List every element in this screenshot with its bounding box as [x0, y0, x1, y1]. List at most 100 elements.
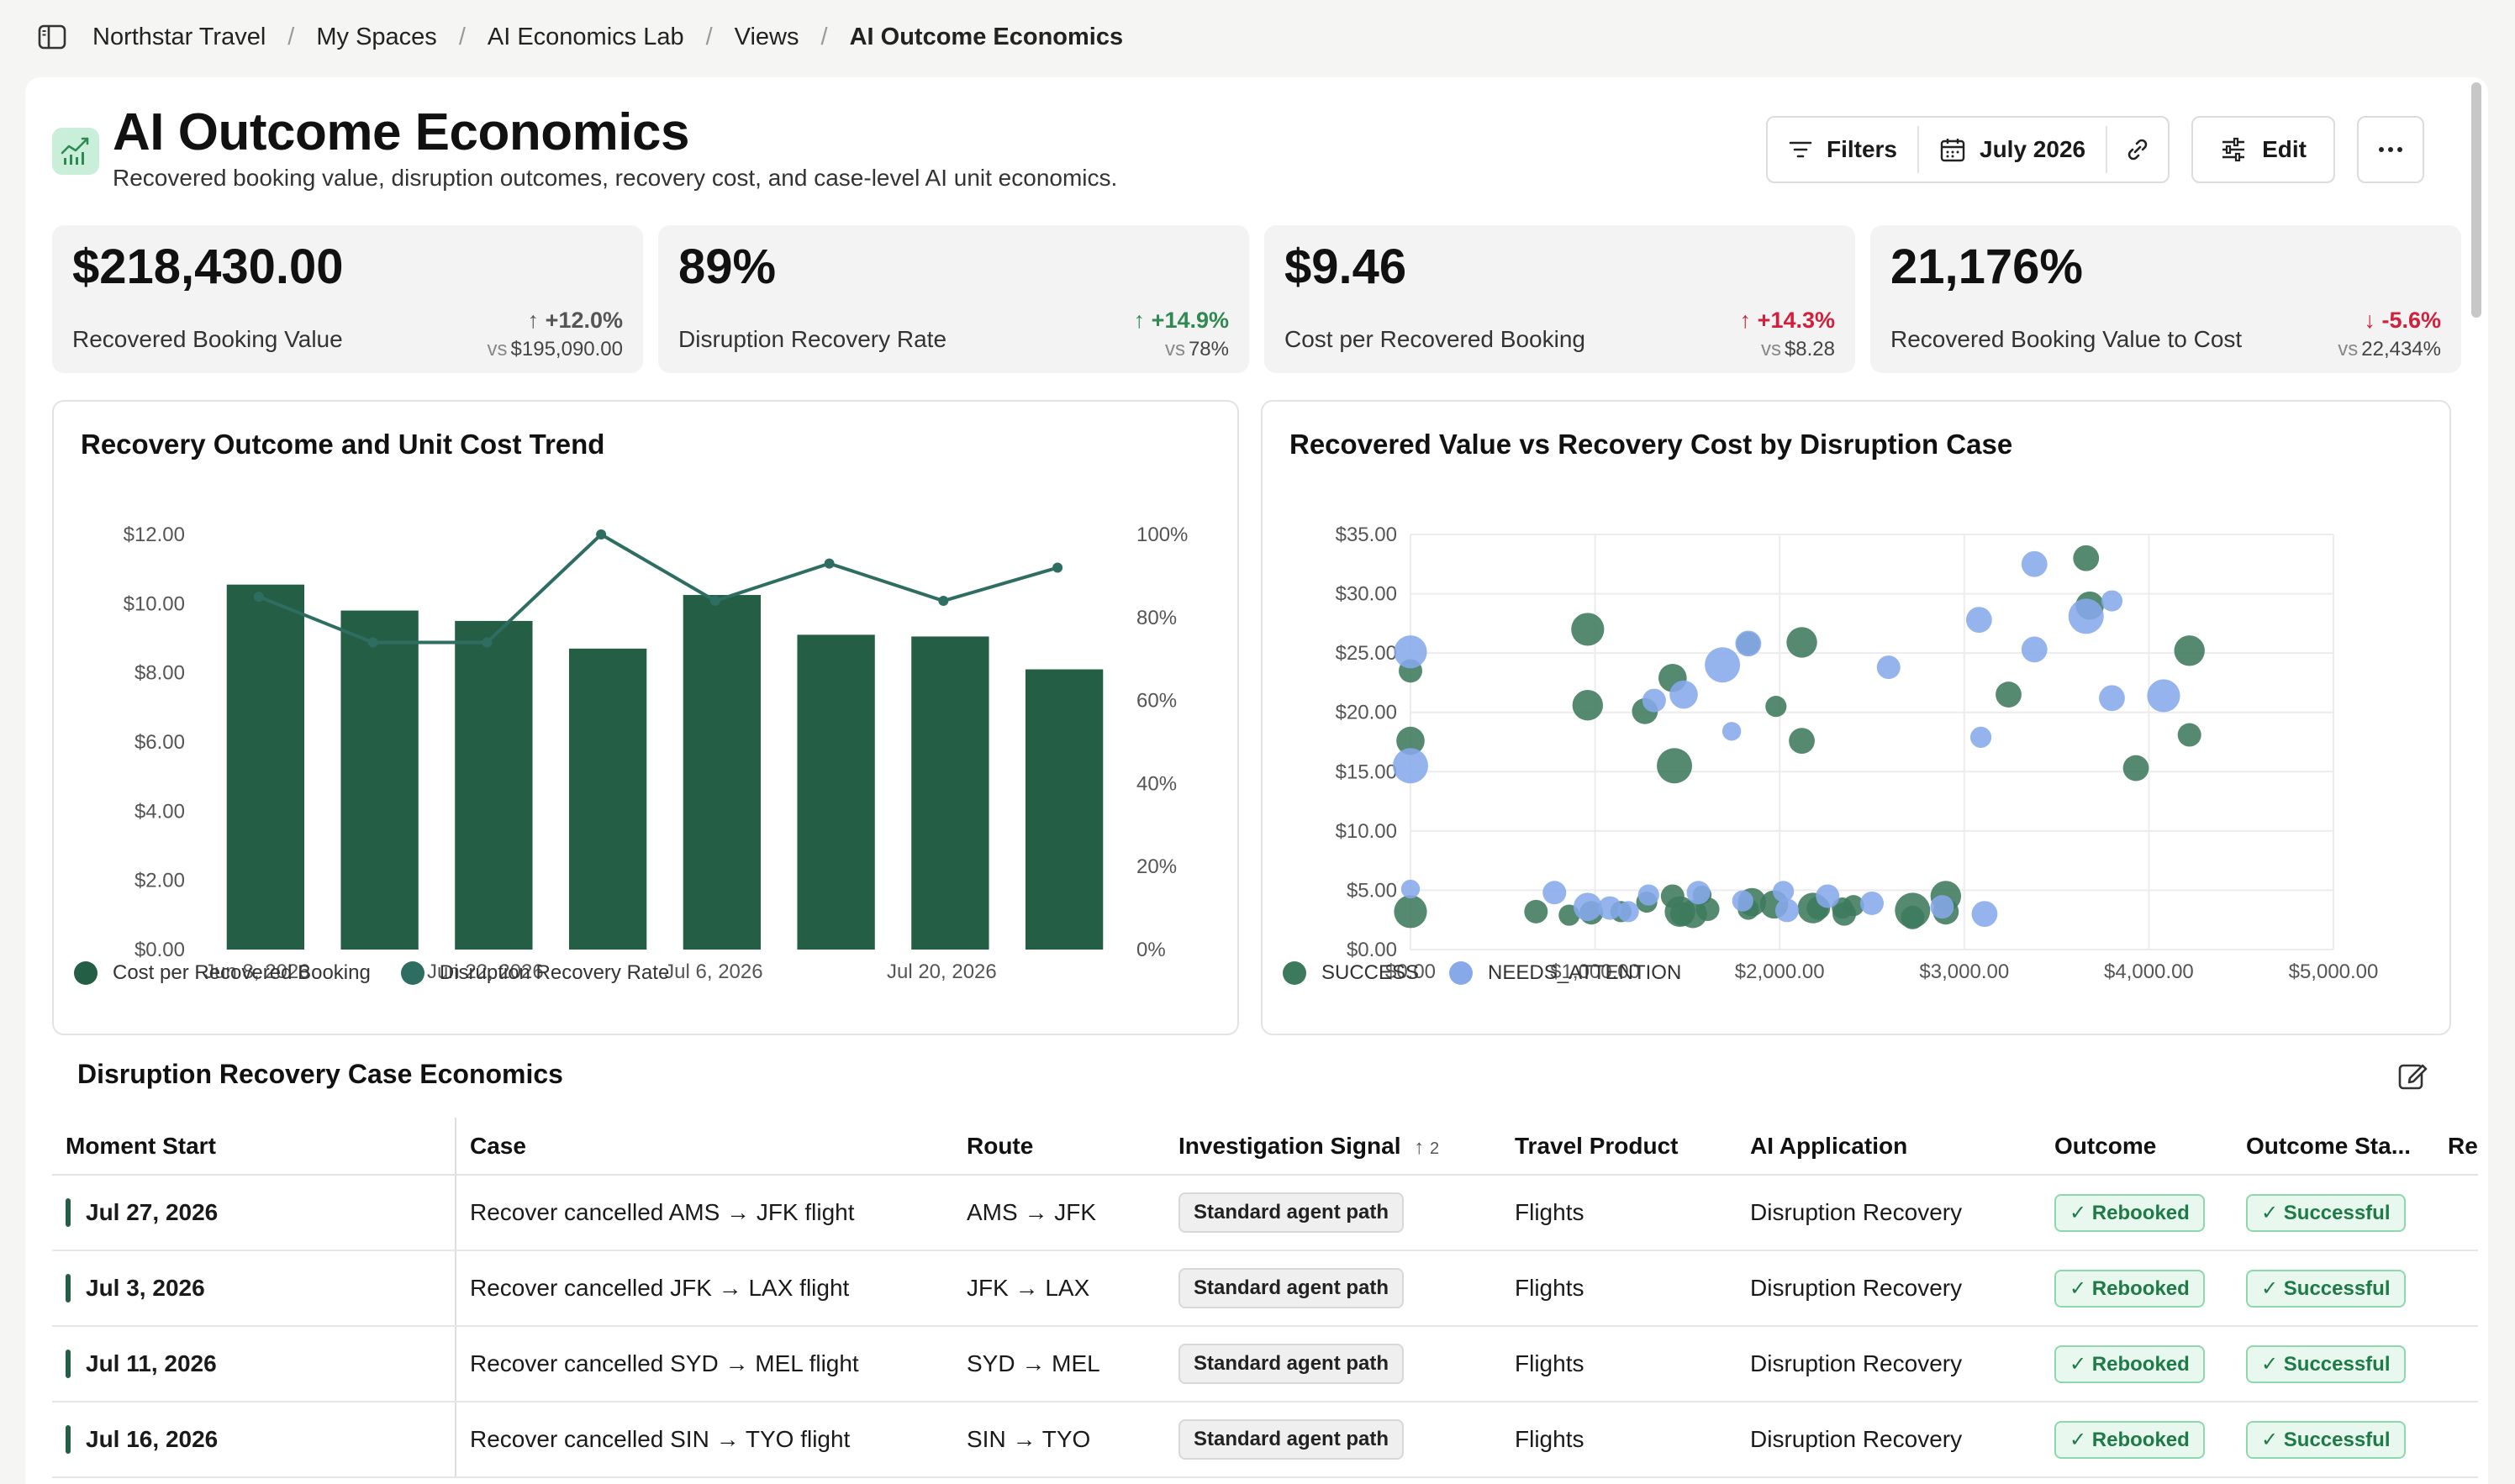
sidebar-toggle-icon[interactable] — [35, 20, 69, 54]
date-range-button[interactable]: July 2026 — [1919, 118, 2106, 182]
needs-attention-point — [1393, 748, 1428, 784]
outcome-badge: ✓ Rebooked — [2054, 1269, 2205, 1308]
edit-label: Edit — [2262, 136, 2307, 162]
trend-chart-card: Recovery Outcome and Unit Cost Trend $0.… — [52, 400, 1239, 1035]
outcome-status-cell: ✓ Successful — [2233, 1326, 2434, 1402]
needs-attention-point — [2068, 598, 2104, 634]
table-row[interactable]: Jul 27, 2026 Recover cancelled AMS → JFK … — [52, 1175, 2478, 1251]
legend-item-success[interactable]: SUCCESS — [1283, 961, 1419, 985]
breadcrumb-item-views[interactable]: Views — [734, 23, 799, 50]
x-axis-tick-label: $4,000.00 — [2104, 960, 2194, 983]
y-axis-tick-label: $0.00 — [134, 939, 185, 961]
column-header-sorted[interactable]: Investigation Signal ↑ 2 — [1165, 1118, 1501, 1176]
kpi-row: $218,430.00 Recovered Booking Value ↑ +1… — [52, 225, 2461, 373]
legend-swatch — [1449, 961, 1474, 985]
edit-button[interactable]: Edit — [2191, 116, 2335, 183]
more-horizontal-icon — [2379, 147, 2402, 152]
truncated-cell — [2434, 1402, 2478, 1478]
column-header[interactable]: Route — [953, 1118, 1165, 1176]
filter-date-group: Filters July 2026 — [1765, 116, 2170, 183]
success-point — [1524, 899, 1548, 924]
route-cell: AMS → JFK — [953, 1175, 1165, 1251]
kpi-card-cost-per-recovered-booking[interactable]: $9.46 Cost per Recovered Booking ↑ +14.3… — [1264, 225, 1855, 373]
x-axis-tick-label: $3,000.00 — [1919, 960, 2009, 983]
travel-product-cell: Flights — [1501, 1250, 1737, 1327]
kpi-card-recovered-booking-value[interactable]: $218,430.00 Recovered Booking Value ↑ +1… — [52, 225, 643, 373]
signal-badge: Standard agent path — [1178, 1419, 1405, 1460]
bar — [683, 595, 762, 950]
kpi-comparison: vs 78% — [1164, 338, 1229, 360]
trend-chart[interactable]: $0.00 $2.00 $4.00 $6.00 $8.00 $10.00 $12.00 0% 2… — [54, 402, 1241, 1037]
breadcrumb-item-space[interactable]: AI Economics Lab — [487, 23, 684, 50]
breadcrumb-item-my-spaces[interactable]: My Spaces — [316, 23, 437, 50]
signal-badge: Standard agent path — [1178, 1344, 1405, 1384]
kpi-card-disruption-recovery-rate[interactable]: 89% Disruption Recovery Rate ↑ +14.9% vs… — [658, 225, 1249, 373]
page-title: AI Outcome Economics — [113, 103, 689, 161]
column-header[interactable]: Outcome — [2041, 1118, 2233, 1176]
x-axis-tick-label: $2,000.00 — [1735, 960, 1825, 983]
edit-icon[interactable] — [2396, 1059, 2429, 1092]
more-options-button[interactable] — [2357, 116, 2424, 183]
vertical-scrollbar[interactable] — [2471, 82, 2481, 318]
toolbar-divider — [1917, 126, 1919, 173]
column-header[interactable]: Outcome Sta... — [2233, 1118, 2434, 1176]
y-axis-tick-label: $5.00 — [1347, 879, 1397, 902]
y2-axis-tick-label: 60% — [1136, 690, 1177, 713]
table-row[interactable]: Jul 3, 2026 Recover cancelled JFK → LAX f… — [52, 1250, 2478, 1327]
y-axis-tick-label: $0.00 — [1347, 939, 1397, 961]
y-axis-tick-label: $6.00 — [134, 731, 185, 754]
needs-attention-point — [1669, 680, 1698, 709]
ai-application-cell: Disruption Recovery — [1737, 1175, 2041, 1251]
kpi-label: Cost per Recovered Booking — [1284, 326, 1585, 352]
signal-cell: Standard agent path — [1165, 1250, 1501, 1327]
legend-swatch — [400, 961, 424, 985]
legend-item-rate[interactable]: Disruption Recovery Rate — [400, 961, 669, 985]
x-axis-tick-label: $1,000.00 — [1550, 960, 1640, 983]
table-row[interactable]: Jul 16, 2026 Recover cancelled SIN → TYO … — [52, 1402, 2478, 1478]
column-header[interactable]: Travel Product — [1501, 1118, 1737, 1176]
success-point — [1396, 726, 1425, 755]
rate-point — [482, 637, 493, 648]
status-badge: ✓ Successful — [2246, 1420, 2406, 1459]
success-point — [1669, 902, 1694, 926]
y-axis-tick-label: $12.00 — [124, 524, 185, 546]
outcome-status-cell: ✓ Successful — [2233, 1250, 2434, 1327]
scatter-chart[interactable]: $0.00 $1,000.00 $2,000.00 $3,000.00 $4,000.0… — [1263, 402, 2453, 1037]
needs-attention-point — [1735, 630, 1762, 657]
signal-cell: Standard agent path — [1165, 1326, 1501, 1402]
moment-start-cell: Jul 27, 2026 — [52, 1175, 456, 1251]
route-cell: SYD → MEL — [953, 1326, 1165, 1402]
breadcrumb-separator: / — [458, 23, 466, 50]
legend-item-cost[interactable]: Cost per Recovered Booking — [74, 961, 371, 985]
breadcrumb-item-workspace[interactable]: Northstar Travel — [92, 23, 266, 50]
copy-link-button[interactable] — [2107, 118, 2168, 182]
outcome-badge: ✓ Rebooked — [2054, 1345, 2205, 1383]
filter-icon — [1789, 141, 1812, 158]
kpi-card-value-to-cost[interactable]: 21,176% Recovered Booking Value to Cost … — [1870, 225, 2461, 373]
x-axis-tick-label: Jul 6, 2026 — [664, 960, 762, 983]
breadcrumb-separator: / — [705, 23, 713, 50]
signal-badge: Standard agent path — [1178, 1192, 1405, 1233]
kpi-value: $218,430.00 — [72, 239, 344, 294]
kpi-delta: ↑ +14.9% — [1133, 308, 1229, 333]
bar — [226, 584, 305, 950]
bar — [1025, 669, 1104, 950]
table-row[interactable]: Jul 11, 2026 Recover cancelled SYD → MEL … — [52, 1326, 2478, 1402]
row-indicator — [66, 1198, 71, 1227]
needs-attention-point — [2021, 636, 2048, 663]
column-header[interactable]: Case — [456, 1118, 953, 1176]
link-icon — [2127, 139, 2148, 161]
column-header[interactable]: AI Application — [1737, 1118, 2041, 1176]
legend-item-needs-attention[interactable]: NEEDS_ATTENTION — [1449, 961, 1681, 985]
filters-button[interactable]: Filters — [1768, 118, 1917, 182]
column-header[interactable]: Re — [2434, 1118, 2478, 1176]
success-point — [2073, 545, 2100, 571]
column-header[interactable]: Moment Start — [52, 1118, 456, 1176]
needs-attention-point — [1969, 726, 1992, 748]
bar — [568, 648, 647, 950]
row-indicator — [66, 1425, 71, 1454]
needs-attention-point — [1598, 896, 1622, 920]
y-axis-tick-label: $30.00 — [1336, 583, 1397, 606]
needs-attention-point — [1774, 898, 1799, 923]
y-axis-tick-label: $35.00 — [1336, 524, 1397, 546]
